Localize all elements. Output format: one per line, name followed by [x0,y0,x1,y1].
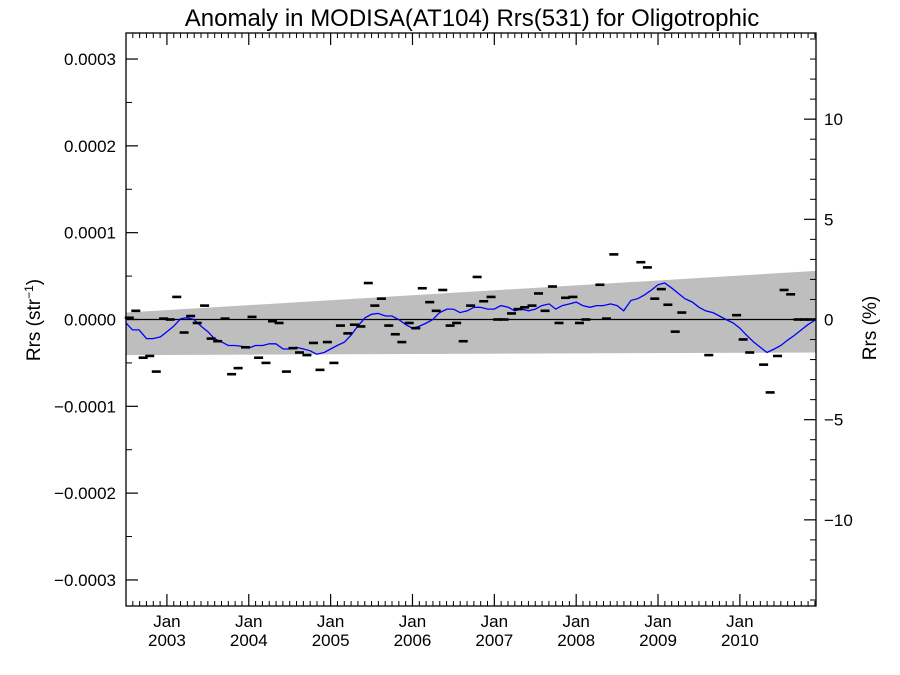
chart-title: Anomaly in MODISA(AT104) Rrs(531) for Ol… [185,5,759,32]
y-axis-left-ticks: 0.0003 0.0002 0.0001 0.0000 −0.0001 −0.0002 −0… [54,50,138,590]
y-axis-left-label: Rrs (str−1) [22,279,45,361]
x-tick-label-year: 2008 [557,631,595,650]
x-tick-label-year: 2003 [148,631,186,650]
y-axis-right-label: Rrs (%) [860,296,881,360]
confidence-band-layer [126,270,816,356]
x-tick-label-month: Jan [562,612,589,631]
x-tick-label-year: 2010 [721,631,759,650]
y-left-tick-label: 0.0003 [64,50,116,69]
x-tick-label-month: Jan [399,612,426,631]
x-tick-label-year: 2007 [475,631,513,650]
x-tick-label-year: 2009 [639,631,677,650]
y-right-tick-label: −5 [824,411,843,430]
x-tick-label-year: 2005 [312,631,350,650]
y-right-tick-label: 0 [824,311,833,330]
y-left-tick-label: −0.0001 [54,397,116,416]
y-axis-right-ticks: 10 5 0 −5 −10 [804,38,853,601]
y-left-tick-label: 0.0000 [64,311,116,330]
anomaly-points-layer [124,253,816,394]
y-right-tick-label: −10 [824,511,853,530]
y-right-tick-label: 5 [824,210,833,229]
y-left-tick-label: −0.0002 [54,484,116,503]
smoothed-line-layer [125,282,817,355]
y-left-tick-label: 0.0002 [64,137,116,156]
x-tick-label-month: Jan [644,612,671,631]
y-left-tick-label: 0.0001 [64,224,116,243]
x-tick-label-month: Jan [726,612,753,631]
x-tick-label-month: Jan [153,612,180,631]
y-right-tick-label: 10 [824,110,843,129]
x-tick-label-month: Jan [481,612,508,631]
x-tick-label-year: 2004 [230,631,268,650]
x-axis-ticks: Jan2003Jan2004Jan2005Jan2006Jan2007Jan20… [125,33,816,650]
smoothed-anomaly-line [125,282,817,355]
confidence-band [126,270,816,356]
x-tick-label-month: Jan [235,612,262,631]
y-left-tick-label: −0.0003 [54,571,116,590]
x-tick-label-month: Jan [317,612,344,631]
x-tick-label-year: 2006 [394,631,432,650]
